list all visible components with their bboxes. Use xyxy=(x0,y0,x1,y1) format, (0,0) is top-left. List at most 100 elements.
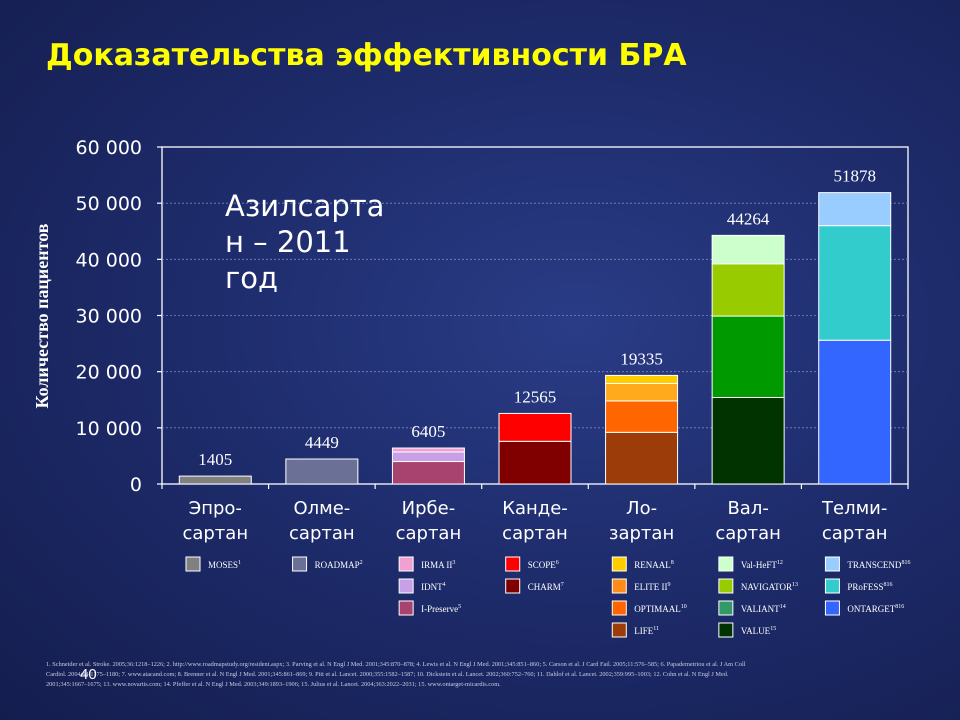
legend-label-sup: 1 xyxy=(238,560,241,566)
legend-swatch xyxy=(398,600,414,616)
category-label: Эпро- xyxy=(189,498,242,519)
legend-label: IRMA II3 xyxy=(421,560,455,570)
legend-label-sup: 2 xyxy=(360,560,363,566)
legend-swatch xyxy=(398,578,414,594)
bar-total-label: 19335 xyxy=(620,349,663,368)
legend-label: I-Preserve5 xyxy=(421,604,461,614)
legend-swatch xyxy=(718,622,734,638)
legend-label: PRoFESS816 xyxy=(847,582,892,592)
category-label: Телми- xyxy=(821,498,887,519)
legend-swatch xyxy=(611,600,627,616)
bar-segment-transcend xyxy=(818,339,892,485)
legend-label-sup: 15 xyxy=(770,626,776,632)
bar-segment-renaal xyxy=(605,431,679,485)
legend-label-sup: 816 xyxy=(901,560,910,566)
y-axis-title: Количество пациентов xyxy=(32,223,52,408)
bar-segment-valiant xyxy=(711,263,785,317)
references-footnote: 1. Schneider et al. Stroke. 2005;36:1218… xyxy=(46,660,756,689)
y-tick-label: 30 000 xyxy=(76,306,142,328)
legend-label-sup: 10 xyxy=(681,604,687,610)
legend-label: OPTIMAAL10 xyxy=(634,604,687,614)
legend-label: MOSES1 xyxy=(208,560,241,570)
legend-label-sup: 7 xyxy=(561,582,564,588)
legend-label-sup: 11 xyxy=(653,626,659,632)
bar-total-label: 51878 xyxy=(833,167,876,186)
legend-label: NAVIGATOR13 xyxy=(741,582,798,592)
bar-segment-val-heft xyxy=(711,397,785,485)
y-tick-label: 0 xyxy=(130,474,142,496)
legend-swatch xyxy=(718,578,734,594)
legend-swatch xyxy=(292,556,308,572)
legend-label: LIFE11 xyxy=(634,626,659,636)
bar-segment-elite-ii xyxy=(605,400,679,433)
legend-swatch xyxy=(398,556,414,572)
bar-total-label: 44264 xyxy=(727,209,770,228)
legend-label: TRANSCEND816 xyxy=(847,560,910,570)
azilsartan-annotation-line: н – 2011 xyxy=(225,225,351,259)
bar-segment-idnt xyxy=(391,451,465,463)
bar-segment-i-preserve xyxy=(391,447,465,453)
legend-label: SCOPE6 xyxy=(528,560,559,570)
bar-segment-scope xyxy=(498,440,572,485)
legend-label: VALIANT14 xyxy=(741,604,786,614)
legend-label-sup: 3 xyxy=(452,560,455,566)
y-tick-label: 40 000 xyxy=(76,249,142,271)
bar-segment-life xyxy=(605,374,679,384)
legend-swatch xyxy=(718,600,734,616)
legend-label-sup: 13 xyxy=(792,582,798,588)
legend-label-sup: 4 xyxy=(443,582,446,588)
bar-segment-optimaal xyxy=(605,382,679,402)
bar-total-label: 4449 xyxy=(305,433,339,452)
bar-total-label: 6405 xyxy=(411,422,445,441)
bar-segment-roadmap xyxy=(285,458,359,485)
references-text: 1. Schneider et al. Stroke. 2005;36:1218… xyxy=(46,661,746,688)
legend-label-sup: 9 xyxy=(668,582,671,588)
legend-label: ONTARGET816 xyxy=(847,604,904,614)
category-label: зартан xyxy=(609,523,674,544)
legend-swatch xyxy=(611,622,627,638)
legend-swatch xyxy=(505,578,521,594)
legend-swatch xyxy=(185,556,201,572)
y-tick-label: 20 000 xyxy=(76,362,142,384)
legend-swatch xyxy=(505,556,521,572)
azilsartan-annotation-line: год xyxy=(225,261,278,295)
bar-total-label: 12565 xyxy=(514,387,557,406)
bar-segment-irma-ii xyxy=(391,461,465,485)
legend-label-sup: 816 xyxy=(883,582,892,588)
legend-label-sup: 5 xyxy=(458,604,461,610)
legend-label: VALUE15 xyxy=(741,626,776,636)
legend-label-sup: 816 xyxy=(895,604,904,610)
legend-swatch xyxy=(611,556,627,572)
legend-label: Val-HeFT12 xyxy=(741,560,783,570)
category-label: сартан xyxy=(502,523,568,544)
legend-label-sup: 12 xyxy=(777,560,783,566)
legend-swatch xyxy=(824,556,840,572)
slide-number: 40 xyxy=(80,666,97,683)
bar-total-label: 1405 xyxy=(198,450,232,469)
legend-label: ROADMAP2 xyxy=(315,560,363,570)
category-label: сартан xyxy=(289,523,355,544)
slide-title: Доказательства эффективности БРА xyxy=(46,38,687,73)
bar-segment-moses xyxy=(178,475,252,485)
category-label: сартан xyxy=(822,523,888,544)
legend-swatch xyxy=(824,578,840,594)
legend-label: ELITE II9 xyxy=(634,582,670,592)
y-tick-label: 60 000 xyxy=(76,137,142,159)
y-tick-label: 50 000 xyxy=(76,193,142,215)
legend-label: IDNT4 xyxy=(421,582,446,592)
legend-label-sup: 8 xyxy=(671,560,674,566)
bar-segment-profess xyxy=(818,225,892,341)
legend-label-sup: 14 xyxy=(780,604,786,610)
legend-swatch xyxy=(611,578,627,594)
bar-segment-charm xyxy=(498,412,572,442)
bar-segment-ontarget xyxy=(818,192,892,227)
category-label: Ирбе- xyxy=(402,498,456,519)
bar-segment-value xyxy=(711,234,785,265)
category-label: сартан xyxy=(396,523,462,544)
category-label: Канде- xyxy=(502,498,568,519)
category-label: Вал- xyxy=(727,498,768,519)
category-label: сартан xyxy=(715,523,781,544)
category-label: Ло- xyxy=(626,498,657,519)
category-label: Олме- xyxy=(293,498,350,519)
legend-swatch xyxy=(824,600,840,616)
